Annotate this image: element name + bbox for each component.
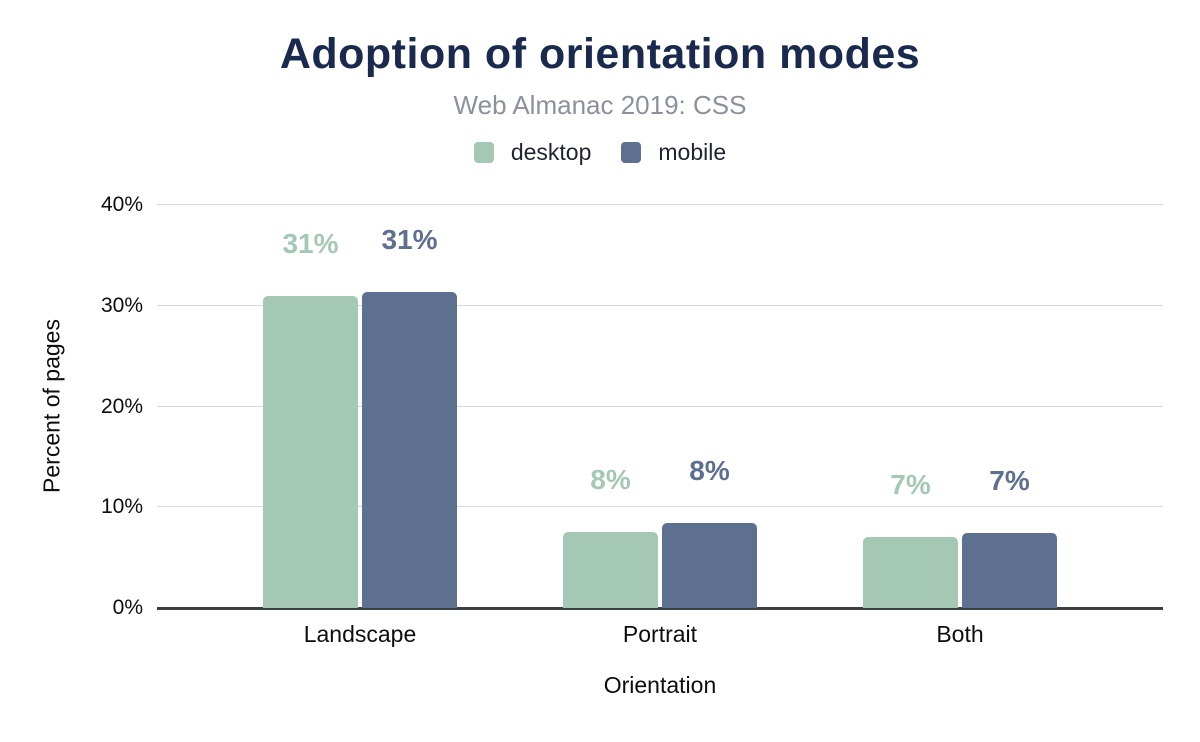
legend: desktop mobile <box>0 139 1200 166</box>
y-tick-label: 10% <box>100 495 143 519</box>
bar-value-label-desktop-landscape: 31% <box>282 228 339 259</box>
y-tick-label: 30% <box>100 293 143 317</box>
bar-value-label-mobile-landscape: 31% <box>381 224 438 255</box>
legend-item-desktop: desktop <box>473 139 592 166</box>
bar-desktop-both <box>863 537 958 608</box>
legend-swatch-mobile <box>621 142 642 163</box>
gridline-20% <box>157 405 1163 407</box>
bar-mobile-both <box>962 533 1057 608</box>
legend-label: mobile <box>658 139 727 165</box>
legend-label: desktop <box>510 139 592 165</box>
chart-subtitle: Web Almanac 2019: CSS <box>453 90 747 120</box>
y-tick-label: 0% <box>112 596 143 619</box>
gridline-10% <box>157 506 1163 508</box>
gridline-30% <box>157 304 1163 306</box>
bar-value-label-desktop-both: 7% <box>890 469 931 500</box>
plot-area: 31% 31% Landscape 8% 8% Portrait 7% 7% Both <box>157 204 1163 647</box>
bar-value-label-desktop-portrait: 8% <box>590 464 631 495</box>
x-category-label-both: Both <box>936 621 984 647</box>
x-category-label-landscape: Landscape <box>303 621 417 647</box>
bar-mobile-landscape <box>362 292 457 608</box>
legend-item-mobile: mobile <box>621 139 726 166</box>
bar-desktop-portrait <box>563 532 658 608</box>
bar-mobile-portrait <box>662 523 757 608</box>
bar-desktop-landscape <box>263 296 358 608</box>
bar-value-label-mobile-portrait: 8% <box>689 455 730 486</box>
x-axis-title: Orientation <box>603 672 717 698</box>
x-category-label-portrait: Portrait <box>622 621 698 647</box>
y-tick-label: 20% <box>100 394 143 418</box>
gridline-40% <box>157 204 1163 205</box>
bar-value-label-mobile-both: 7% <box>989 465 1030 496</box>
x-axis-line <box>157 607 1163 610</box>
chart-title: Adoption of orientation modes <box>279 30 921 78</box>
y-tick-label: 40% <box>100 193 143 216</box>
legend-swatch-desktop <box>473 142 494 163</box>
